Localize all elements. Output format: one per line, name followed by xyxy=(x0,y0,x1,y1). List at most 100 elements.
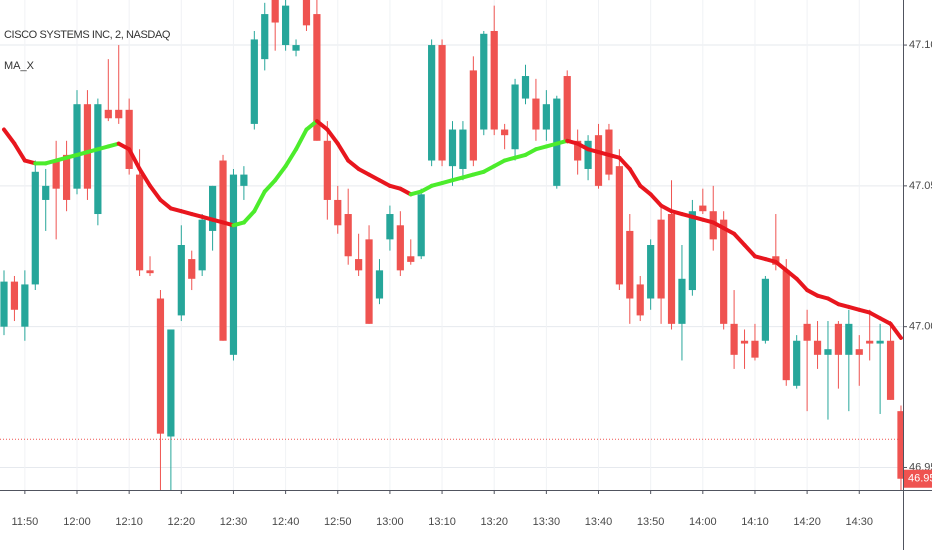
candle-body xyxy=(897,411,903,479)
indicator-label: MA_X xyxy=(4,60,35,72)
candle-body xyxy=(407,256,415,262)
candle-body xyxy=(532,98,540,130)
x-tick-label: 12:00 xyxy=(63,516,91,528)
ma-line xyxy=(262,178,278,194)
x-tick-label: 11:50 xyxy=(12,516,39,528)
candle-body xyxy=(146,270,154,274)
ma-line xyxy=(252,189,267,214)
ma-line xyxy=(314,119,330,132)
candle-body xyxy=(10,281,19,310)
candle-body xyxy=(323,140,331,200)
candle-body xyxy=(250,39,258,124)
ma-line xyxy=(617,155,632,171)
ma-line xyxy=(627,166,643,188)
ma-line xyxy=(794,276,810,293)
candle-body xyxy=(209,185,217,231)
x-tick-label: 14:20 xyxy=(793,516,821,528)
candle-body xyxy=(31,171,39,285)
candle-body xyxy=(605,129,613,175)
candle-body xyxy=(62,154,71,200)
candle-body xyxy=(448,129,457,167)
candle-body xyxy=(21,284,29,327)
ma-line xyxy=(158,197,173,211)
ma-line xyxy=(294,127,309,152)
candle-body xyxy=(511,84,519,150)
candle-body xyxy=(740,340,749,344)
candle-body xyxy=(334,199,342,226)
candle-body xyxy=(104,109,112,119)
ma-line xyxy=(273,164,288,183)
candle-body xyxy=(428,45,436,161)
candle-body xyxy=(469,70,477,161)
candle-body xyxy=(803,323,811,341)
candle-body xyxy=(219,160,227,341)
y-tick-label: 47.00 xyxy=(909,321,932,333)
candle-body xyxy=(813,340,822,355)
candle-body xyxy=(709,211,717,240)
candle-body xyxy=(417,194,425,257)
x-tick-label: 13:10 xyxy=(428,516,456,528)
ma-line xyxy=(732,231,747,247)
candle-body xyxy=(678,278,686,324)
candle-body xyxy=(167,329,175,437)
ma-line xyxy=(742,243,757,259)
candle-body xyxy=(125,109,133,169)
plot-area xyxy=(0,0,903,490)
candle-body xyxy=(292,45,300,51)
candle-body xyxy=(313,14,321,141)
x-tick-label: 14:10 xyxy=(741,516,769,528)
axes: 46.95 47.00 47.05 47.10 11:50 12:00 12:10 12:20… xyxy=(12,39,932,528)
candle-body xyxy=(480,33,488,130)
x-tick-label: 13:50 xyxy=(637,516,665,528)
x-tick-label: 14:30 xyxy=(845,516,873,528)
x-tick-label: 13:30 xyxy=(533,516,561,528)
candle-body xyxy=(355,259,363,271)
candle-body xyxy=(720,219,728,324)
candle-body xyxy=(845,323,853,355)
candle-body xyxy=(636,284,644,316)
candle-body xyxy=(782,270,790,381)
candle-body xyxy=(647,245,655,299)
candle-body xyxy=(459,129,467,169)
candle-body xyxy=(490,30,498,130)
ma-line xyxy=(325,127,340,146)
candle-body xyxy=(542,104,550,130)
ma-line xyxy=(127,147,142,171)
y-tick-label: 47.05 xyxy=(909,180,932,192)
x-tick-label: 12:20 xyxy=(168,516,196,528)
candle-body xyxy=(188,259,196,279)
candle-body xyxy=(344,214,352,257)
x-tick-label: 13:40 xyxy=(585,516,613,528)
candle-body xyxy=(594,135,603,186)
candle-body xyxy=(0,281,8,327)
candle-body xyxy=(83,104,92,189)
last-price-label: 46.95 xyxy=(908,473,932,485)
candle-body xyxy=(115,109,123,119)
candle-body xyxy=(501,129,509,136)
ma-line xyxy=(2,127,17,146)
candle-body xyxy=(761,278,769,341)
ma-line xyxy=(648,192,664,208)
y-tick-label: 47.10 xyxy=(909,39,932,51)
candle-body xyxy=(699,205,707,212)
x-tick-label: 12:10 xyxy=(115,516,143,528)
ma-line xyxy=(335,141,351,163)
chart-title: CISCO SYSTEMS INC, 2, NASDAQ xyxy=(4,29,171,41)
candle-body xyxy=(615,166,623,285)
ma-line xyxy=(346,158,361,171)
x-tick-label: 12:30 xyxy=(220,516,248,528)
candle-body xyxy=(855,349,863,355)
x-tick-label: 13:00 xyxy=(376,516,404,528)
candle-body xyxy=(52,160,60,189)
candle-body xyxy=(282,5,290,46)
candle-body xyxy=(824,349,832,355)
candle-body xyxy=(667,214,676,324)
candle-body xyxy=(396,225,404,271)
candle-body xyxy=(261,14,269,60)
ma-line xyxy=(283,147,299,169)
candle-body xyxy=(866,340,874,344)
ma-line xyxy=(784,268,799,281)
ma-line xyxy=(773,259,789,273)
